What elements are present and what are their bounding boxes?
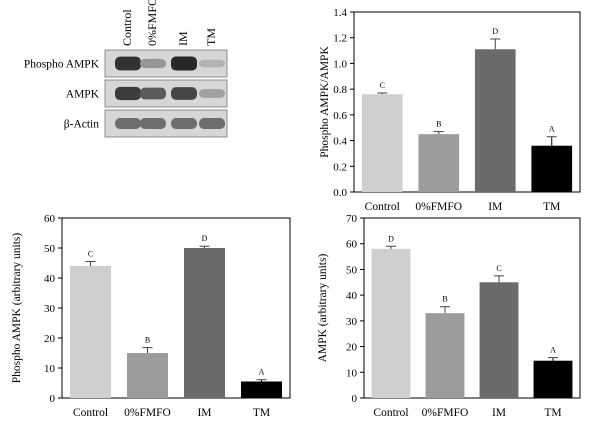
bar <box>531 145 573 192</box>
blot-band <box>115 86 141 101</box>
y-tick-label: 20 <box>44 333 56 345</box>
blot-lane-label: IM <box>176 31 190 46</box>
x-tick-label: IM <box>492 407 506 419</box>
significance-letter: D <box>388 234 394 243</box>
chart-phospho-ampk-arbitrary: 0 10 20 30 40 50 60 Phospho AMPK (arbitrary uni… <box>11 213 291 419</box>
x-tick-label: 0%FMFO <box>422 407 469 419</box>
x-tick-label: IM <box>197 407 211 419</box>
chart-ampk-arbitrary: 0 10 20 30 40 50 60 70 AMPK (arbitrary units) D Co… <box>317 213 581 419</box>
y-tick-label: 1.0 <box>333 58 347 70</box>
bar <box>69 266 112 398</box>
x-tick-label: 0%FMFO <box>124 407 171 419</box>
x-tick-label: Control <box>73 407 108 419</box>
y-tick-label: 0.2 <box>333 161 347 173</box>
plot-frame <box>353 11 581 193</box>
y-axis-label: Phospho AMPK/AMPK <box>319 46 331 158</box>
blot-band <box>199 59 225 68</box>
significance-letter: C <box>496 264 501 273</box>
y-tick-label: 0.8 <box>333 84 347 96</box>
significance-letter: D <box>202 234 208 243</box>
blot-band <box>171 118 197 129</box>
blot-band <box>199 118 225 129</box>
blot-row-label: Phospho AMPK <box>24 59 100 71</box>
y-tick-label: 20 <box>346 342 358 354</box>
x-tick-label: 0%FMFO <box>415 201 462 213</box>
y-tick-label: 70 <box>346 213 358 225</box>
blot-row-label: AMPK <box>66 89 100 101</box>
blot-band <box>171 56 197 71</box>
blot-lane-label: 0%FMFO <box>145 0 159 46</box>
y-tick-label: 50 <box>44 243 56 255</box>
bar <box>533 360 573 398</box>
y-tick-label: 60 <box>44 213 56 225</box>
y-tick-label: 60 <box>346 239 358 251</box>
y-tick-label: 0.0 <box>333 187 347 199</box>
blot-band <box>140 58 166 69</box>
significance-letter: B <box>436 120 441 129</box>
bar <box>126 353 169 398</box>
western-blot-panel: Control 0%FMFO IM TM Phospho AMPK AMPK β-Actin <box>24 0 228 138</box>
y-axis-label: Phospho AMPK (arbitrary units) <box>11 233 23 384</box>
bar <box>479 282 519 398</box>
significance-letter: C <box>380 81 385 90</box>
y-tick-label: 0 <box>352 393 358 405</box>
significance-letter: A <box>550 346 556 355</box>
plot-frame <box>363 217 581 399</box>
blot-lane-label: TM <box>204 28 218 46</box>
bar <box>183 248 226 398</box>
y-tick-label: 30 <box>44 303 56 315</box>
y-axis-label: AMPK (arbitrary units) <box>317 254 329 363</box>
x-tick-label: TM <box>544 407 561 419</box>
y-tick-label: 0.6 <box>333 110 347 122</box>
bar <box>361 94 403 192</box>
x-tick-label: TM <box>253 407 270 419</box>
blot-band <box>115 56 141 71</box>
blot-band <box>199 89 225 98</box>
y-tick-label: 0 <box>50 393 56 405</box>
x-tick-label: IM <box>488 201 502 213</box>
y-tick-label: 40 <box>346 290 358 302</box>
y-tick-label: 1.4 <box>333 7 347 19</box>
y-tick-label: 10 <box>44 363 56 375</box>
y-tick-label: 0.4 <box>333 136 347 148</box>
bar <box>371 248 411 398</box>
y-tick-label: 40 <box>44 273 56 285</box>
bar <box>425 313 465 398</box>
bar <box>240 381 283 398</box>
significance-letter: A <box>549 125 555 134</box>
blot-row-label: β-Actin <box>64 119 99 131</box>
y-tick-label: 1.2 <box>333 33 347 45</box>
blot-band <box>140 118 166 129</box>
significance-letter: C <box>88 250 93 259</box>
blot-lane-label: Control <box>120 9 134 46</box>
blot-band <box>171 87 197 100</box>
significance-letter: B <box>442 295 447 304</box>
significance-letter: B <box>145 336 150 345</box>
significance-letter: D <box>492 27 498 36</box>
y-tick-label: 10 <box>346 367 358 379</box>
bar <box>418 134 460 192</box>
x-tick-label: Control <box>373 407 408 419</box>
y-tick-label: 30 <box>346 316 358 328</box>
bar <box>474 49 516 193</box>
x-tick-label: TM <box>543 201 560 213</box>
blot-band <box>115 118 141 129</box>
blot-band <box>140 87 166 100</box>
y-tick-label: 50 <box>346 264 358 276</box>
significance-letter: A <box>259 368 265 377</box>
chart-phospho-ampk-ratio: 0.0 0.2 0.4 0.6 0.8 1.0 1.2 1.4 Phospho AMPK/AMP… <box>319 7 581 213</box>
x-tick-label: Control <box>365 201 400 213</box>
